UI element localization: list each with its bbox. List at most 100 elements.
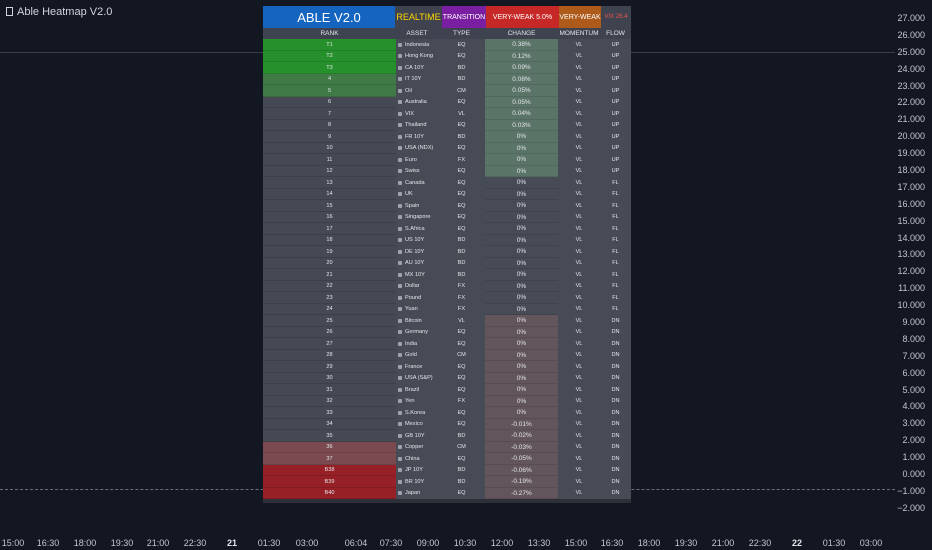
rank-cell: 37 (263, 453, 396, 465)
flag-icon (398, 399, 402, 404)
column-header-rank: RANK (320, 30, 339, 37)
rank-cell: B39 (263, 476, 396, 488)
change-cell: 0.38% (485, 39, 558, 51)
flag-icon (398, 180, 402, 185)
type-cell: EQ (438, 407, 485, 419)
change-cell: 0% (485, 315, 558, 327)
momentum-cell: VL (558, 453, 600, 465)
time-axis-tick: 12:00 (490, 538, 514, 548)
flag-icon (398, 410, 402, 415)
price-axis-tick: 0.000 (902, 469, 925, 480)
type-cell: EQ (438, 142, 485, 154)
table-row: 10 USA (NDX) EQ 0% VL UP (263, 142, 631, 154)
type-cell: BD (438, 234, 485, 246)
indicator-title[interactable]: Able Heatmap V2.0 (6, 6, 112, 18)
time-axis-tick: 09:00 (416, 538, 440, 548)
asset-cell: GB 10Y (396, 430, 438, 442)
rank-cell: 12 (263, 165, 396, 177)
change-cell: 0% (485, 257, 558, 269)
asset-name: UK (405, 191, 413, 198)
asset-cell: JP 10Y (396, 464, 438, 476)
asset-cell: S.Korea (396, 407, 438, 419)
type-cell: EQ (438, 200, 485, 212)
rank-cell: B40 (263, 487, 396, 499)
table-row: 8 Thailand EQ 0.03% VL UP (263, 119, 631, 131)
flow-cell: FL (600, 246, 631, 258)
momentum-cell: VL (558, 154, 600, 166)
momentum-cell: VL (558, 407, 600, 419)
asset-cell: Spain (396, 200, 438, 212)
momentum-cell: VL (558, 200, 600, 212)
flag-icon (398, 318, 402, 323)
asset-cell: Thailand (396, 119, 438, 131)
flag-icon (398, 433, 402, 438)
flow-cell: FL (600, 234, 631, 246)
price-axis-tick: −1.000 (897, 485, 925, 496)
price-axis-tick: 24.000 (897, 63, 925, 74)
flow-cell: DN (600, 395, 631, 407)
table-row: 4 IT 10Y BD 0.08% VL UP (263, 73, 631, 85)
type-cell: EQ (438, 326, 485, 338)
flag-icon (398, 284, 402, 289)
asset-cell: USA (NDX) (396, 142, 438, 154)
price-axis[interactable]: 27.000 26.000 25.000 24.000 23.000 22.000 21.0… (895, 0, 932, 530)
table-row: 13 Canada EQ 0% VL FL (263, 177, 631, 189)
asset-cell: Pound (396, 292, 438, 304)
time-axis-tick: 01:30 (822, 538, 846, 548)
flow-cell: FL (600, 280, 631, 292)
flag-icon (398, 307, 402, 312)
rank-cell: 15 (263, 200, 396, 212)
change-cell: 0% (485, 407, 558, 419)
change-cell: 0.05% (485, 85, 558, 97)
type-cell: EQ (438, 487, 485, 499)
flag-icon (398, 65, 402, 70)
rank-cell: 31 (263, 384, 396, 396)
momentum-cell: VL (558, 188, 600, 200)
momentum-cell: VL (558, 142, 600, 154)
momentum-cell: VL (558, 223, 600, 235)
asset-name: Japan (405, 490, 421, 497)
momentum-cell: VL (558, 246, 600, 258)
asset-name: Singapore (405, 214, 431, 221)
momentum-cell: VL (558, 280, 600, 292)
flow-cell: DN (600, 464, 631, 476)
change-cell: -0.03% (485, 441, 558, 453)
type-cell: BD (438, 257, 485, 269)
rank-cell: T1 (263, 39, 396, 51)
type-cell: EQ (438, 39, 485, 51)
flow-cell: UP (600, 50, 631, 62)
table-row: 24 Yuan FX 0% VL FL (263, 303, 631, 315)
asset-cell: UK (396, 188, 438, 200)
asset-cell: FR 10Y (396, 131, 438, 143)
momentum-cell: VL (558, 476, 600, 488)
momentum-cell: VL (558, 464, 600, 476)
asset-name: Germany (405, 329, 429, 336)
time-axis-tick: 18:00 (73, 538, 97, 548)
rank-cell: 32 (263, 395, 396, 407)
price-axis-tick: 27.000 (897, 13, 925, 23)
flag-icon (398, 330, 402, 335)
flow-cell: FL (600, 292, 631, 304)
momentum-cell: VL (558, 361, 600, 373)
rank-cell: 14 (263, 188, 396, 200)
column-header-change: CHANGE (507, 30, 536, 37)
heatmap-header: ABLE V2.0 REALTIME TRANSITION VERY-WEAK … (263, 6, 631, 28)
change-cell: -0.05% (485, 453, 558, 465)
type-cell: BD (438, 269, 485, 281)
momentum-cell: VL (558, 372, 600, 384)
asset-name: Yen (405, 398, 415, 405)
rank-cell: 5 (263, 85, 396, 97)
momentum-cell: VL (558, 85, 600, 97)
rank-cell: 21 (263, 269, 396, 281)
table-row: T3 CA 10Y BD 0.09% VL UP (263, 62, 631, 74)
change-cell: 0% (485, 234, 558, 246)
momentum-cell: VL (558, 211, 600, 223)
momentum-cell: VL (558, 108, 600, 120)
asset-cell: VIX (396, 108, 438, 120)
time-axis[interactable]: 15:00 16:30 18:00 19:30 21:00 22:30 21 01:30 03:… (0, 530, 895, 550)
flag-icon (398, 42, 402, 47)
momentum-cell: VL (558, 384, 600, 396)
asset-cell: IT 10Y (396, 73, 438, 85)
type-cell: EQ (438, 119, 485, 131)
type-cell: VL (438, 108, 485, 120)
